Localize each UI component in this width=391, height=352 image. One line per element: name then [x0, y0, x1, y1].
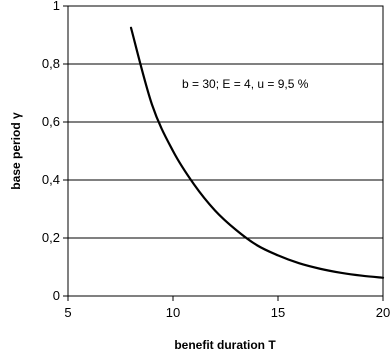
x-tick-labels: 5 10 15 20 [64, 305, 390, 320]
y-tick-label: 0,8 [42, 56, 60, 71]
y-tick-label: 0,6 [42, 114, 60, 129]
x-tick-label: 20 [376, 305, 390, 320]
plot-area-frame [67, 5, 384, 297]
gridlines [68, 63, 383, 239]
x-tick-label: 5 [64, 305, 71, 320]
x-axis-title: benefit duration T [174, 338, 276, 352]
y-tick-labels: 0 0,2 0,4 0,6 0,8 1 [42, 0, 60, 303]
y-tick-label: 1 [53, 0, 60, 13]
x-tick-label: 15 [271, 305, 285, 320]
y-tick-label: 0 [53, 288, 60, 303]
y-tick-label: 0,2 [42, 230, 60, 245]
x-tick-label: 10 [166, 305, 180, 320]
series-line [129, 26, 385, 279]
axis-ticks [63, 5, 384, 301]
parameter-annotation: b = 30; E = 4, u = 9,5 % [182, 77, 309, 91]
y-tick-label: 0,4 [42, 172, 60, 187]
y-axis-title: base period γ [9, 112, 23, 190]
